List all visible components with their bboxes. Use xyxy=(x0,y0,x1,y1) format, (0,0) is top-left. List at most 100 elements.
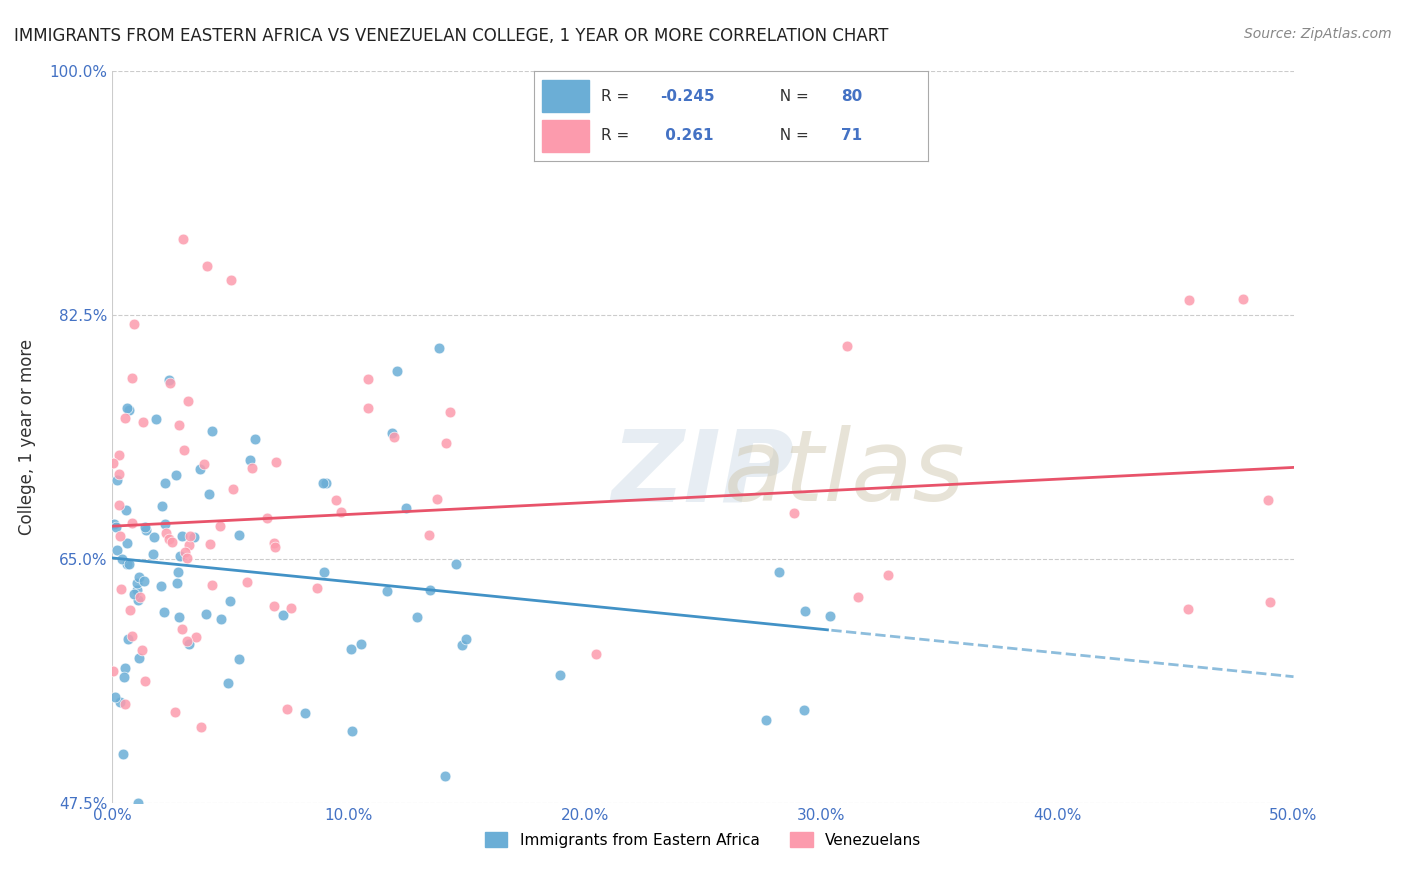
Point xyxy=(115,536,138,550)
Point xyxy=(108,498,131,512)
Point xyxy=(755,714,778,728)
Point xyxy=(217,676,239,690)
Point xyxy=(114,503,136,517)
Point xyxy=(134,520,156,534)
Point xyxy=(170,529,193,543)
Point xyxy=(330,505,353,519)
Point xyxy=(157,532,180,546)
Point xyxy=(124,318,146,332)
Point xyxy=(145,411,167,425)
Point xyxy=(117,557,139,571)
Point xyxy=(235,575,257,590)
Point xyxy=(101,456,124,470)
Point xyxy=(121,371,143,385)
Point xyxy=(122,587,145,601)
Point xyxy=(877,568,900,582)
Point xyxy=(110,582,132,597)
Point xyxy=(188,462,211,476)
Point xyxy=(183,530,205,544)
Point xyxy=(170,623,193,637)
Point xyxy=(444,558,467,572)
Point xyxy=(385,363,408,377)
Point xyxy=(177,537,200,551)
Point xyxy=(195,260,218,274)
Point xyxy=(314,565,336,579)
Point xyxy=(128,570,150,584)
Point xyxy=(340,724,363,739)
Point xyxy=(160,535,183,549)
Point xyxy=(166,565,188,579)
Point xyxy=(184,630,207,644)
Point xyxy=(434,768,457,782)
Point xyxy=(208,519,231,533)
Point xyxy=(381,425,404,440)
Legend: Immigrants from Eastern Africa, Venezuelans: Immigrants from Eastern Africa, Venezuel… xyxy=(478,825,928,854)
Point xyxy=(127,592,149,607)
Point xyxy=(194,607,217,621)
Point xyxy=(174,544,197,558)
Point xyxy=(165,705,187,719)
Point xyxy=(294,706,316,720)
Point xyxy=(271,608,294,623)
Point xyxy=(211,612,233,626)
Point xyxy=(837,339,859,353)
Text: ZIP: ZIP xyxy=(612,425,794,522)
Point xyxy=(153,476,176,491)
Point xyxy=(157,373,180,387)
Point xyxy=(357,401,380,415)
Point xyxy=(176,550,198,565)
Y-axis label: College, 1 year or more: College, 1 year or more xyxy=(18,339,35,535)
Point xyxy=(1178,293,1201,308)
Point xyxy=(550,668,572,682)
Point xyxy=(1257,493,1279,508)
Point xyxy=(1232,292,1254,306)
Point xyxy=(111,552,134,566)
Point xyxy=(167,417,190,432)
Point xyxy=(132,415,155,429)
Point xyxy=(243,433,266,447)
Point xyxy=(121,630,143,644)
Point xyxy=(201,577,224,591)
Point xyxy=(165,468,187,483)
Point xyxy=(176,633,198,648)
Point xyxy=(264,455,287,469)
Point xyxy=(127,796,149,810)
Bar xyxy=(543,120,589,152)
Point xyxy=(105,473,128,487)
Point xyxy=(782,506,804,520)
Point xyxy=(131,643,153,657)
Point xyxy=(104,690,127,705)
Text: 71: 71 xyxy=(841,128,862,143)
Text: atlas: atlas xyxy=(724,425,966,522)
Point xyxy=(434,436,457,450)
Point xyxy=(135,523,157,537)
Point xyxy=(103,516,125,531)
Point xyxy=(108,449,131,463)
Point xyxy=(125,583,148,598)
Point xyxy=(115,401,138,415)
Point xyxy=(315,475,337,490)
Point xyxy=(228,652,250,666)
Point xyxy=(218,594,240,608)
Point xyxy=(222,482,245,496)
Point xyxy=(240,461,263,475)
Text: R =: R = xyxy=(602,128,634,143)
Point xyxy=(159,376,181,390)
Point xyxy=(179,637,201,651)
Point xyxy=(152,606,174,620)
Point xyxy=(198,537,221,551)
Point xyxy=(201,424,224,438)
Point xyxy=(818,608,841,623)
Point xyxy=(239,452,262,467)
Point xyxy=(142,547,165,561)
Point xyxy=(357,372,380,386)
Point xyxy=(439,404,461,418)
Point xyxy=(263,540,285,554)
Point xyxy=(454,632,477,647)
Point xyxy=(219,273,242,287)
Point xyxy=(105,543,128,558)
Point xyxy=(115,557,138,571)
Point xyxy=(167,609,190,624)
Point xyxy=(418,528,440,542)
Point xyxy=(276,702,298,716)
